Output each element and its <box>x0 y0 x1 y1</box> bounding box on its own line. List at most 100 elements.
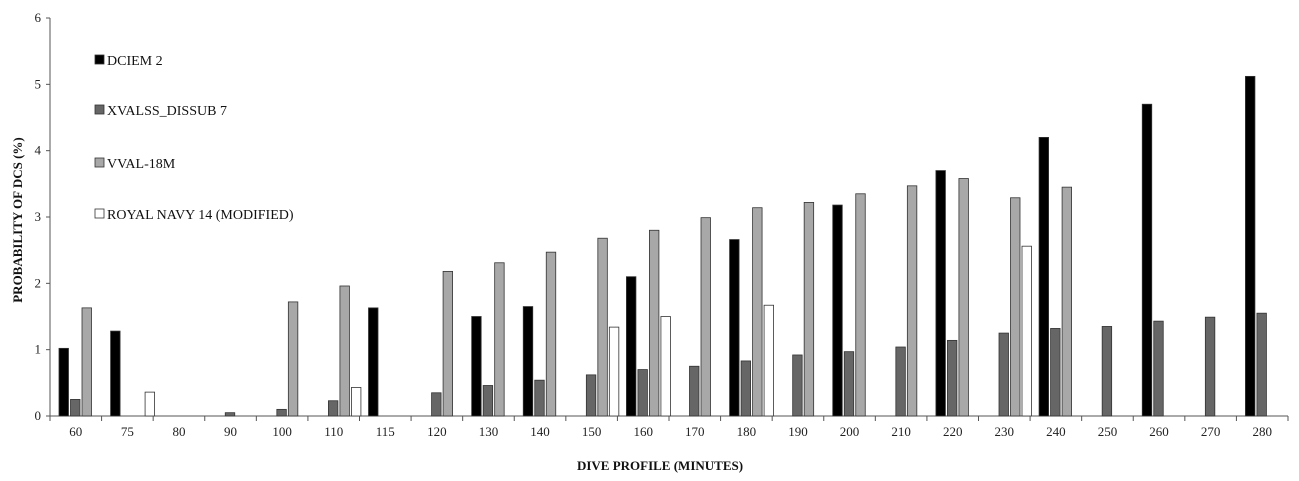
y-tick-label: 4 <box>35 143 42 158</box>
x-axis-title: DIVE PROFILE (MINUTES) <box>577 458 743 473</box>
x-tick-label: 130 <box>479 424 499 439</box>
bar-1 <box>1141 103 1153 417</box>
x-tick-label: 120 <box>427 424 447 439</box>
bar-2 <box>1204 316 1216 417</box>
x-tick-label: 90 <box>224 424 237 439</box>
legend-label: DCIEM 2 <box>107 54 163 69</box>
plot-area: 0 1 2 3 4 5 6 60 75 80 90 100 110 115 120 130 140 150 160 1… <box>35 10 1289 439</box>
x-tick-label: 80 <box>172 424 185 439</box>
legend-swatch <box>94 208 105 219</box>
bar-3 <box>545 251 557 417</box>
bar-1 <box>832 204 843 417</box>
x-tick-label: 280 <box>1252 424 1272 439</box>
x-tick-label: 200 <box>840 424 860 439</box>
bar-4 <box>351 387 362 417</box>
legend-label: XVALSS_DISSUB 7 <box>107 104 227 119</box>
y-tick-label: 0 <box>35 408 42 423</box>
x-tick-label: 240 <box>1046 424 1066 439</box>
bar-1 <box>1245 75 1256 417</box>
x-tick-label: 170 <box>685 424 705 439</box>
y-tick-label: 5 <box>35 76 42 91</box>
bar-1 <box>58 347 69 417</box>
x-tick-label: 180 <box>737 424 757 439</box>
x-tick-label: 150 <box>582 424 602 439</box>
bar-2 <box>998 332 1009 417</box>
x-tick-label: 100 <box>272 424 292 439</box>
y-axis-title: PROBABILITY OF DCS (%) <box>10 137 25 303</box>
x-tick-label: 140 <box>530 424 550 439</box>
bar-2 <box>482 385 494 417</box>
bar-2 <box>1101 326 1113 417</box>
y-tick-label: 3 <box>35 209 42 224</box>
bar-3 <box>1010 197 1021 417</box>
x-tick-label: 60 <box>69 424 82 439</box>
bar-1 <box>471 316 482 417</box>
legend-label: VVAL-18M <box>107 157 176 172</box>
bar-2 <box>224 412 236 417</box>
y-axis-title-group: PROBABILITY OF DCS (%) <box>10 137 25 303</box>
bar-4 <box>660 316 671 417</box>
bar-3 <box>803 202 815 417</box>
y-tick-label: 6 <box>35 10 42 25</box>
x-tick-label: 210 <box>891 424 911 439</box>
bar-3 <box>287 301 299 417</box>
x-tick-label: 260 <box>1149 424 1169 439</box>
bar-3 <box>700 217 711 417</box>
bar-4 <box>763 304 774 417</box>
legend: DCIEM 2 XVALSS_DISSUB 7 VVAL-18M ROYAL NAVY… <box>94 54 294 223</box>
legend-swatch <box>94 104 105 115</box>
x-tick-label: 220 <box>943 424 963 439</box>
bar-2 <box>843 351 855 417</box>
bar-2 <box>585 374 597 417</box>
bar-3 <box>906 185 918 417</box>
bar-3 <box>597 237 608 417</box>
bar-3 <box>855 193 866 417</box>
y-tick-label: 1 <box>35 342 42 357</box>
bar-3 <box>649 229 660 417</box>
bar-1 <box>368 307 379 417</box>
bar-4 <box>1021 245 1032 417</box>
bar-3 <box>339 285 350 417</box>
x-tick-label: 250 <box>1098 424 1118 439</box>
x-tick-label: 230 <box>995 424 1015 439</box>
bar-1 <box>110 330 121 417</box>
bar-3 <box>958 178 969 417</box>
bar-3 <box>81 307 92 417</box>
x-tick-label: 270 <box>1201 424 1221 439</box>
bar-4 <box>144 391 155 417</box>
y-tick-label: 2 <box>35 275 42 290</box>
bar-2 <box>276 408 287 417</box>
bar-3 <box>752 207 763 417</box>
x-tick-label: 75 <box>121 424 134 439</box>
bar-2 <box>1256 312 1267 417</box>
bar-2 <box>328 400 339 417</box>
bar-1 <box>1038 136 1049 417</box>
bar-2 <box>1153 320 1164 417</box>
bar-1 <box>626 276 637 417</box>
x-tick-label: 110 <box>324 424 343 439</box>
x-tick-label: 190 <box>788 424 808 439</box>
bar-2 <box>740 360 751 417</box>
bar-2 <box>895 346 906 417</box>
bar-1 <box>729 239 740 417</box>
bar-3 <box>442 270 453 417</box>
bar-3 <box>1061 186 1072 417</box>
x-tick-label: 160 <box>633 424 653 439</box>
legend-swatch <box>94 157 105 168</box>
bar-3 <box>494 262 505 417</box>
legend-label: ROYAL NAVY 14 (MODIFIED) <box>107 208 294 223</box>
bar-1 <box>522 306 534 417</box>
bar-2 <box>534 379 545 417</box>
x-tick-label: 115 <box>376 424 395 439</box>
bar-2 <box>792 354 803 417</box>
bar-2 <box>637 369 648 417</box>
bar-2 <box>1050 328 1061 417</box>
bar-1 <box>935 170 946 417</box>
bar-2 <box>70 399 81 417</box>
bar-2 <box>689 365 700 417</box>
bar-2 <box>431 392 442 417</box>
bar-4 <box>608 326 620 417</box>
legend-swatch <box>94 54 105 65</box>
bar-2 <box>947 339 958 417</box>
